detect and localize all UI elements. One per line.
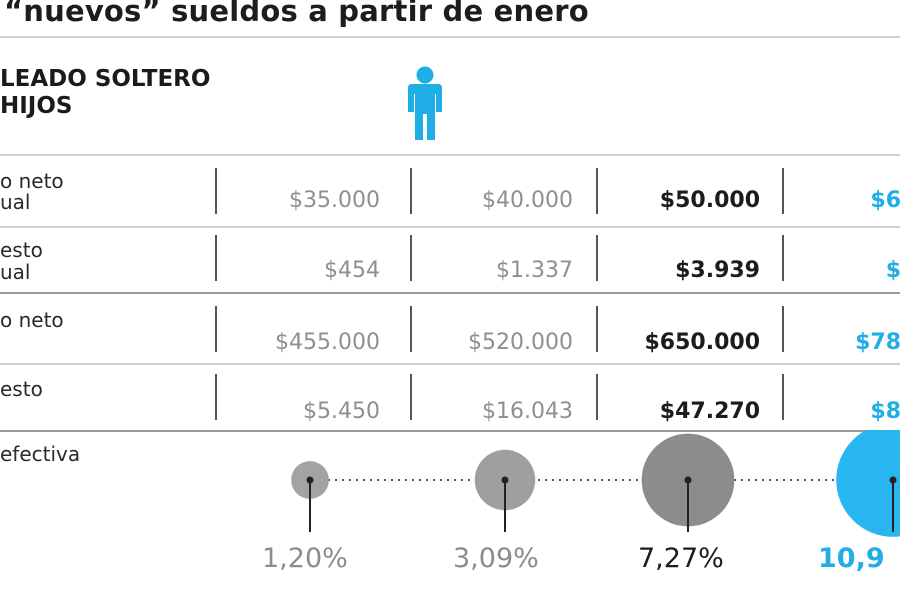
row-1-value-3: $7.7 <box>885 258 900 283</box>
row-2-label-line-1: o neto <box>0 308 64 332</box>
row-3-value-2: $47.270 <box>659 399 760 424</box>
row-3-value-1: $16.043 <box>482 399 573 424</box>
person-icon <box>408 66 442 140</box>
effective-rate-label-2: 7,27% <box>638 543 724 574</box>
effective-rate-dot-1 <box>501 476 509 484</box>
subtitle-line-1: LEADO SOLTERO <box>0 66 211 92</box>
row-1-separator-1 <box>410 235 412 281</box>
row-3-value-3: $85.0 <box>870 399 900 424</box>
row-2-separator-1 <box>410 306 412 352</box>
row-0-separator-0 <box>215 168 217 214</box>
table-top-divider <box>0 154 900 156</box>
row-2-value-3: $780.0 <box>855 330 900 355</box>
row-3-separator-3 <box>782 374 784 420</box>
row-2-separator-2 <box>596 306 598 352</box>
row-0-value-0: $35.000 <box>289 188 380 213</box>
title-divider <box>0 36 900 38</box>
effective-rate-dot-0 <box>306 476 314 484</box>
effective-rate-label-3: 10,9 <box>818 543 885 574</box>
row-2-separator-0 <box>215 306 217 352</box>
row-2-divider <box>0 363 900 365</box>
effective-rate-dot-2 <box>684 476 692 484</box>
effective-rate-dot-3 <box>889 476 897 484</box>
row-0-label-line-1: o neto <box>0 169 64 193</box>
effective-rate-label-1: 3,09% <box>453 543 539 574</box>
effective-rate-bubbles <box>291 430 900 537</box>
row-0-separator-2 <box>596 168 598 214</box>
row-0-divider <box>0 226 900 228</box>
row-1-label-line-1: esto <box>0 238 43 262</box>
row-1-value-0: $454 <box>324 258 380 283</box>
row-0-separator-1 <box>410 168 412 214</box>
mid-divider <box>0 292 900 294</box>
row-0-value-2: $50.000 <box>659 188 760 213</box>
effective-rate-bubble-3 <box>836 430 900 537</box>
row-0-value-3: $60.0 <box>870 188 900 213</box>
row-1-separator-3 <box>782 235 784 281</box>
row-1-value-1: $1.337 <box>496 258 573 283</box>
subtitle-line-2: HIJOS <box>0 93 73 119</box>
effective-rate-label-0: 1,20% <box>262 543 348 574</box>
row-1-value-2: $3.939 <box>675 258 760 283</box>
row-1-label-line-2: ual <box>0 260 31 284</box>
row-0-value-1: $40.000 <box>482 188 573 213</box>
row-2-value-1: $520.000 <box>468 330 573 355</box>
row-2-value-0: $455.000 <box>275 330 380 355</box>
row-3-value-0: $5.450 <box>303 399 380 424</box>
row-3-label-line-1: esto <box>0 377 43 401</box>
row-3-separator-1 <box>410 374 412 420</box>
row-1-separator-0 <box>215 235 217 281</box>
row-0-label-line-2: ual <box>0 190 31 214</box>
table-bottom-divider <box>0 430 900 432</box>
effective-rate-label: efectiva <box>0 442 81 466</box>
row-3-separator-2 <box>596 374 598 420</box>
row-2-value-2: $650.000 <box>644 330 760 355</box>
row-1-separator-2 <box>596 235 598 281</box>
page-title: “nuevos” sueldos a partir de enero <box>4 0 589 28</box>
row-3-separator-0 <box>215 374 217 420</box>
row-2-separator-3 <box>782 306 784 352</box>
row-0-separator-3 <box>782 168 784 214</box>
